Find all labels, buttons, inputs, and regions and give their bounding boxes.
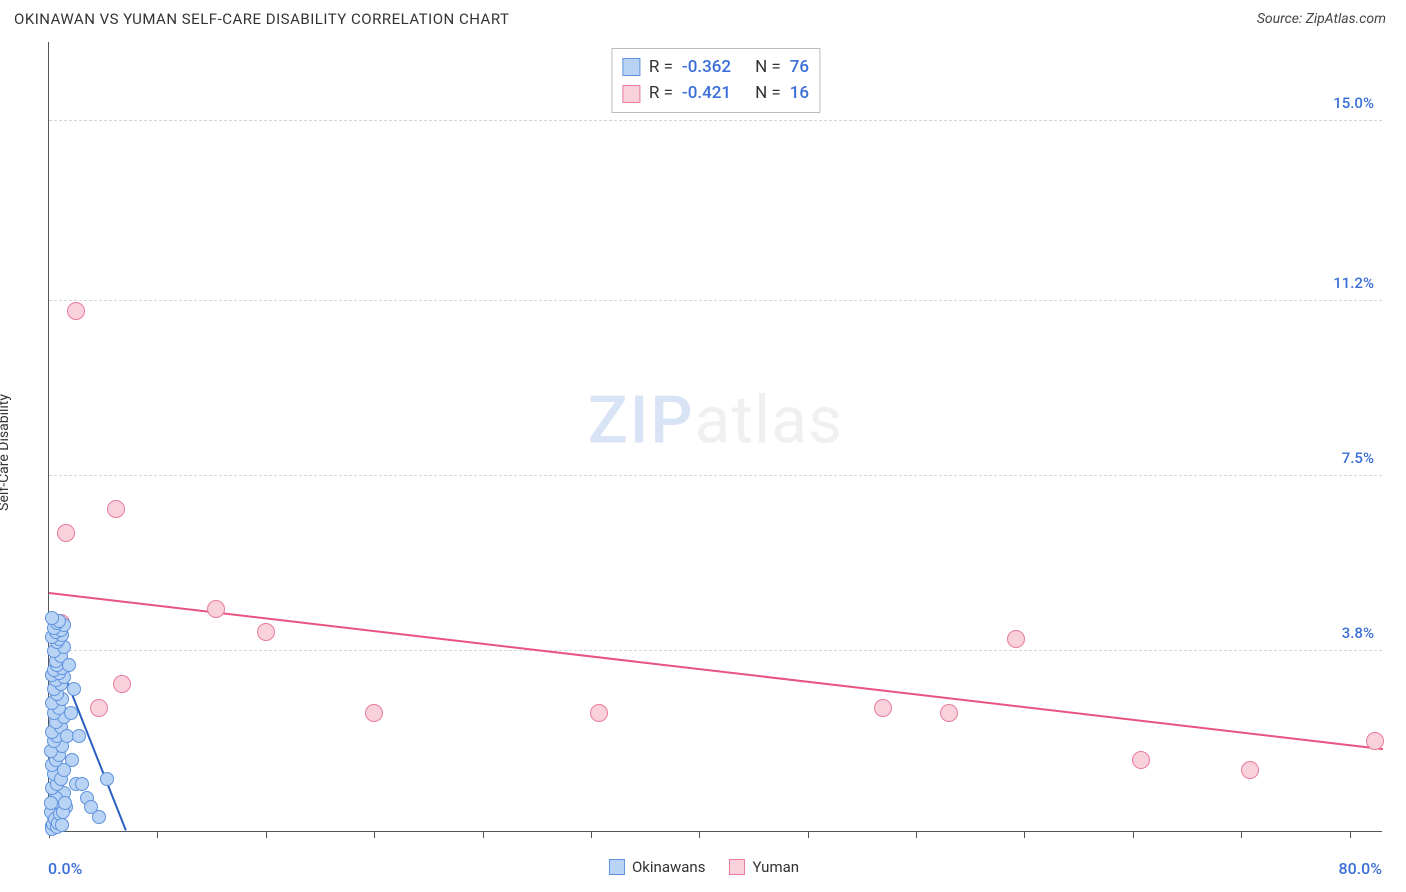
legend-label-yuman: Yuman: [752, 858, 799, 876]
legend-label-okinawans: Okinawans: [632, 858, 705, 876]
data-point: [62, 658, 76, 672]
data-point: [207, 600, 225, 618]
x-axis-max: 80.0%: [1338, 859, 1382, 878]
r-value-okinawans: -0.362: [682, 54, 731, 80]
data-point: [1366, 732, 1384, 750]
data-point: [100, 772, 114, 786]
source-label: Source: ZipAtlas.com: [1257, 11, 1386, 27]
x-tick: [1133, 831, 1134, 838]
trend-line: [49, 592, 1383, 750]
x-tick: [1350, 831, 1351, 838]
x-tick: [483, 831, 484, 838]
data-point: [45, 611, 59, 625]
x-tick: [374, 831, 375, 838]
data-point: [1132, 751, 1150, 769]
chart-title: OKINAWAN VS YUMAN SELF-CARE DISABILITY C…: [14, 10, 509, 28]
n-value-okinawans: 76: [790, 54, 809, 80]
data-point: [64, 706, 78, 720]
y-tick-label: 3.8%: [1342, 624, 1374, 642]
y-axis-label: Self-Care Disability: [0, 394, 12, 511]
n-value-yuman: 16: [790, 80, 809, 106]
data-point: [57, 524, 75, 542]
x-tick: [266, 831, 267, 838]
data-point: [55, 818, 69, 832]
r-value-yuman: -0.421: [682, 80, 731, 106]
plot-area: ZIPatlas R = -0.362 N = 76 R = -0.421 N …: [48, 42, 1382, 832]
data-point: [107, 500, 125, 518]
x-tick: [808, 831, 809, 838]
legend-swatch-yuman: [622, 85, 640, 103]
data-point: [44, 796, 58, 810]
data-point: [1007, 630, 1025, 648]
legend-swatch-okinawans: [622, 58, 640, 76]
data-point: [72, 729, 86, 743]
watermark: ZIPatlas: [588, 382, 843, 459]
x-axis-min: 0.0%: [48, 859, 82, 878]
data-point: [590, 704, 608, 722]
data-point: [1241, 761, 1259, 779]
legend-swatch-okinawans: [609, 859, 625, 875]
x-tick: [916, 831, 917, 838]
data-point: [67, 682, 81, 696]
x-tick: [591, 831, 592, 838]
data-point: [874, 699, 892, 717]
gridline: [49, 300, 1382, 301]
chart-container: Self-Care Disability ZIPatlas R = -0.362…: [14, 42, 1394, 882]
legend-swatch-yuman: [729, 859, 745, 875]
y-tick-label: 7.5%: [1342, 449, 1374, 467]
data-point: [940, 704, 958, 722]
x-tick: [1241, 831, 1242, 838]
gridline: [49, 650, 1382, 651]
data-point: [65, 753, 79, 767]
data-point: [92, 810, 106, 824]
data-point: [113, 675, 131, 693]
data-point: [75, 777, 89, 791]
data-point: [257, 623, 275, 641]
series-legend: Okinawans Yuman: [609, 858, 799, 876]
data-point: [67, 302, 85, 320]
data-point: [90, 699, 108, 717]
x-tick: [1024, 831, 1025, 838]
x-tick: [157, 831, 158, 838]
data-point: [365, 704, 383, 722]
x-tick: [699, 831, 700, 838]
gridline: [49, 120, 1382, 121]
gridline: [49, 475, 1382, 476]
correlation-legend: R = -0.362 N = 76 R = -0.421 N = 16: [611, 48, 820, 113]
data-point: [58, 796, 72, 810]
y-tick-label: 11.2%: [1333, 274, 1374, 292]
y-tick-label: 15.0%: [1333, 94, 1374, 112]
